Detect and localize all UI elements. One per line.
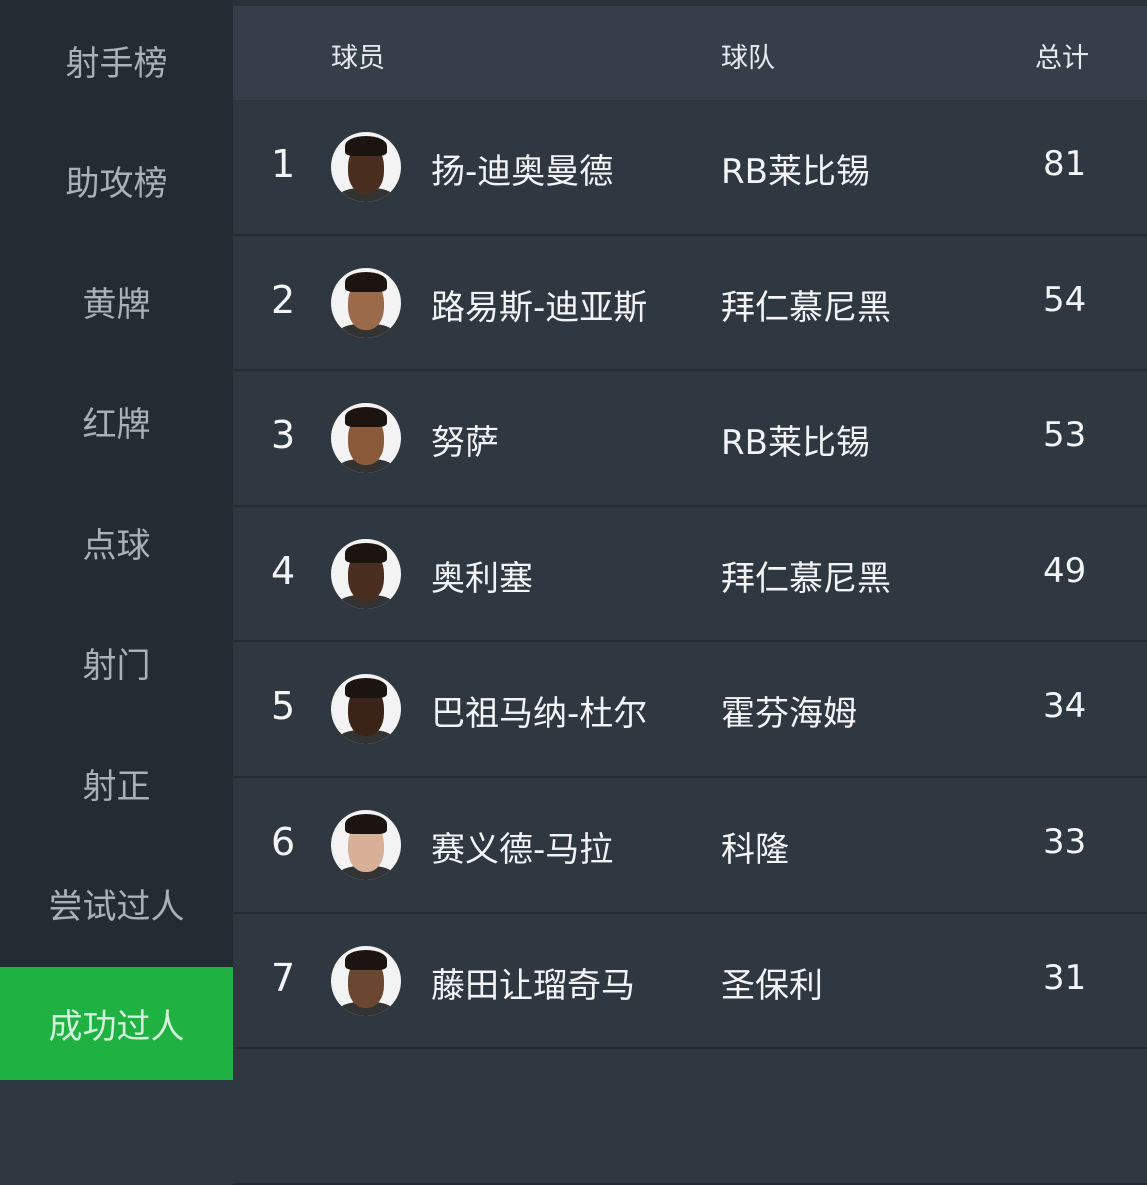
player-name[interactable]: 巴祖马纳-杜尔	[431, 694, 648, 735]
total-value: 81	[1043, 144, 1087, 184]
team-name[interactable]: 科隆	[721, 829, 789, 870]
rank: 7	[271, 955, 296, 1000]
sidebar-item-penalties[interactable]: 点球	[82, 525, 151, 566]
sidebar-item-yellow-cards[interactable]: 黄牌	[82, 284, 151, 325]
player-name[interactable]: 努萨	[431, 423, 499, 464]
player-avatar	[331, 538, 401, 609]
avatar-hair	[345, 136, 387, 156]
player-name[interactable]: 扬-迪奥曼德	[431, 152, 614, 192]
total-value: 54	[1043, 279, 1087, 320]
table-row[interactable]: 7 藤田让瑠奇马 圣保利 31	[233, 913, 1147, 1050]
avatar-body	[339, 730, 393, 745]
player-name[interactable]: 路易斯-迪亚斯	[431, 287, 648, 328]
avatar-body	[339, 459, 393, 474]
sidebar-item-dribble-attempts[interactable]: 尝试过人	[48, 887, 185, 928]
table-row[interactable]: 2 路易斯-迪亚斯 拜仁慕尼黑 54	[233, 235, 1147, 372]
sidebar-item-successful-dribbles[interactable]: 成功过人	[0, 967, 233, 1080]
avatar-body	[339, 1001, 393, 1016]
rank: 2	[271, 277, 296, 322]
player-avatar	[331, 403, 401, 474]
rank: 3	[271, 413, 296, 458]
player-name[interactable]: 藤田让瑠奇马	[431, 965, 635, 1006]
total-value: 49	[1043, 550, 1087, 591]
total-value: 53	[1043, 415, 1087, 456]
table-row[interactable]: 3 努萨 RB莱比锡 53	[233, 371, 1147, 507]
rank: 1	[271, 142, 296, 186]
sidebar-item-red-cards[interactable]: 红牌	[82, 405, 151, 446]
table-header: 球员 球队 总计	[233, 0, 1147, 100]
rank: 5	[271, 684, 296, 729]
table-row	[233, 1049, 1147, 1185]
sidebar-item-shots-on-target[interactable]: 射正	[82, 766, 151, 807]
avatar-hair	[345, 407, 387, 428]
player-avatar	[331, 674, 401, 745]
team-name[interactable]: 圣保利	[721, 965, 823, 1006]
rank: 4	[271, 548, 296, 593]
avatar-body	[339, 594, 393, 609]
player-avatar	[331, 132, 401, 202]
header-team: 球队	[721, 43, 775, 74]
rank: 6	[271, 819, 296, 864]
table-row[interactable]: 6 赛义德-马拉 科隆 33	[233, 777, 1147, 914]
sidebar-item-assists[interactable]: 助攻榜	[65, 164, 168, 205]
player-avatar	[331, 809, 401, 880]
table-row[interactable]: 4 奥利塞 拜仁慕尼黑 49	[233, 506, 1147, 643]
total-value: 31	[1043, 957, 1087, 998]
avatar-hair	[345, 271, 387, 292]
total-value: 34	[1043, 686, 1087, 727]
team-name[interactable]: RB莱比锡	[721, 152, 870, 192]
team-name[interactable]: 拜仁慕尼黑	[721, 558, 891, 599]
avatar-hair	[345, 949, 387, 970]
sidebar: 射手榜 助攻榜 黄牌 红牌 点球 射门 射正 尝试过人 成功过人	[0, 0, 233, 1080]
avatar-hair	[345, 542, 387, 563]
team-name[interactable]: RB莱比锡	[721, 423, 870, 464]
total-value: 33	[1043, 821, 1087, 862]
player-name[interactable]: 奥利塞	[431, 558, 533, 599]
player-avatar	[331, 267, 401, 338]
avatar-body	[339, 188, 393, 202]
sidebar-item-shots[interactable]: 射门	[82, 646, 151, 687]
player-name[interactable]: 赛义德-马拉	[431, 829, 614, 870]
avatar-hair	[345, 678, 387, 699]
avatar-body	[339, 323, 393, 338]
team-name[interactable]: 拜仁慕尼黑	[721, 287, 891, 328]
avatar-hair	[345, 813, 387, 834]
header-player: 球员	[331, 43, 385, 74]
team-name[interactable]: 霍芬海姆	[721, 694, 857, 735]
table-row[interactable]: 1 扬-迪奥曼德 RB莱比锡 81	[233, 100, 1147, 236]
stats-table: 球员 球队 总计 1 扬-迪奥曼德 RB莱比锡 81 2 路易斯-迪亚斯 拜仁慕尼…	[233, 0, 1147, 1185]
table-row[interactable]: 5 巴祖马纳-杜尔 霍芬海姆 34	[233, 642, 1147, 778]
header-total: 总计	[1035, 43, 1089, 74]
sidebar-item-top-scorers[interactable]: 射手榜	[65, 43, 168, 84]
player-avatar	[331, 945, 401, 1016]
avatar-body	[339, 865, 393, 880]
